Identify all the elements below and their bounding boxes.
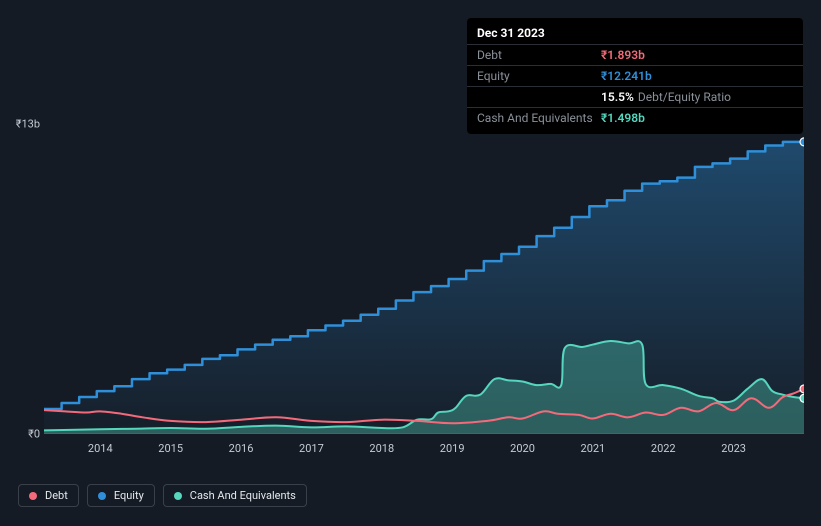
tooltip-row: Debt₹1.893b	[467, 44, 803, 65]
tooltip-row-value: ₹12.241b	[601, 69, 652, 83]
tooltip-row-value: 15.5%Debt/Equity Ratio	[601, 90, 731, 104]
x-axis-tick: 2023	[721, 442, 746, 455]
x-axis-tick: 2021	[581, 442, 606, 455]
x-axis-tick: 2014	[88, 442, 113, 455]
cash-end-marker	[800, 394, 804, 402]
tooltip-row: Cash And Equivalents₹1.498b	[467, 107, 803, 128]
tooltip-row: 15.5%Debt/Equity Ratio	[467, 86, 803, 107]
x-axis-tick: 2018	[369, 442, 394, 455]
legend: Debt Equity Cash And Equivalents	[18, 484, 307, 507]
legend-swatch	[29, 492, 37, 500]
y-axis-tick: ₹0	[0, 428, 40, 441]
tooltip-row-label	[477, 90, 601, 104]
tooltip-box: Dec 31 2023 Debt₹1.893bEquity₹12.241b15.…	[467, 18, 803, 134]
x-axis-tick: 2017	[299, 442, 324, 455]
x-axis-tick: 2020	[510, 442, 535, 455]
tooltip-row-extra: Debt/Equity Ratio	[638, 90, 731, 104]
x-axis-tick: 2019	[440, 442, 465, 455]
legend-item-equity[interactable]: Equity	[87, 484, 155, 507]
tooltip-date: Dec 31 2023	[467, 24, 803, 44]
equity-end-marker	[800, 138, 804, 146]
legend-swatch	[98, 492, 106, 500]
equity-area	[44, 142, 804, 434]
chart-svg	[44, 124, 804, 434]
x-axis-tick: 2015	[158, 442, 183, 455]
legend-item-debt[interactable]: Debt	[18, 484, 79, 507]
legend-label: Debt	[45, 489, 68, 502]
tooltip-row-label: Equity	[477, 69, 601, 83]
debt-end-marker	[800, 385, 804, 393]
legend-item-cash[interactable]: Cash And Equivalents	[163, 484, 307, 507]
tooltip-row-label: Debt	[477, 48, 601, 62]
tooltip-row: Equity₹12.241b	[467, 65, 803, 86]
tooltip-row-value: ₹1.893b	[601, 48, 645, 62]
chart-plot	[44, 124, 804, 434]
tooltip-row-value: ₹1.498b	[601, 111, 645, 125]
legend-label: Cash And Equivalents	[190, 489, 296, 502]
y-axis-tick: ₹13b	[0, 118, 40, 131]
legend-label: Equity	[114, 489, 144, 502]
x-axis-tick: 2022	[651, 442, 676, 455]
legend-swatch	[174, 492, 182, 500]
tooltip-row-label: Cash And Equivalents	[477, 111, 601, 125]
x-axis-tick: 2016	[229, 442, 254, 455]
